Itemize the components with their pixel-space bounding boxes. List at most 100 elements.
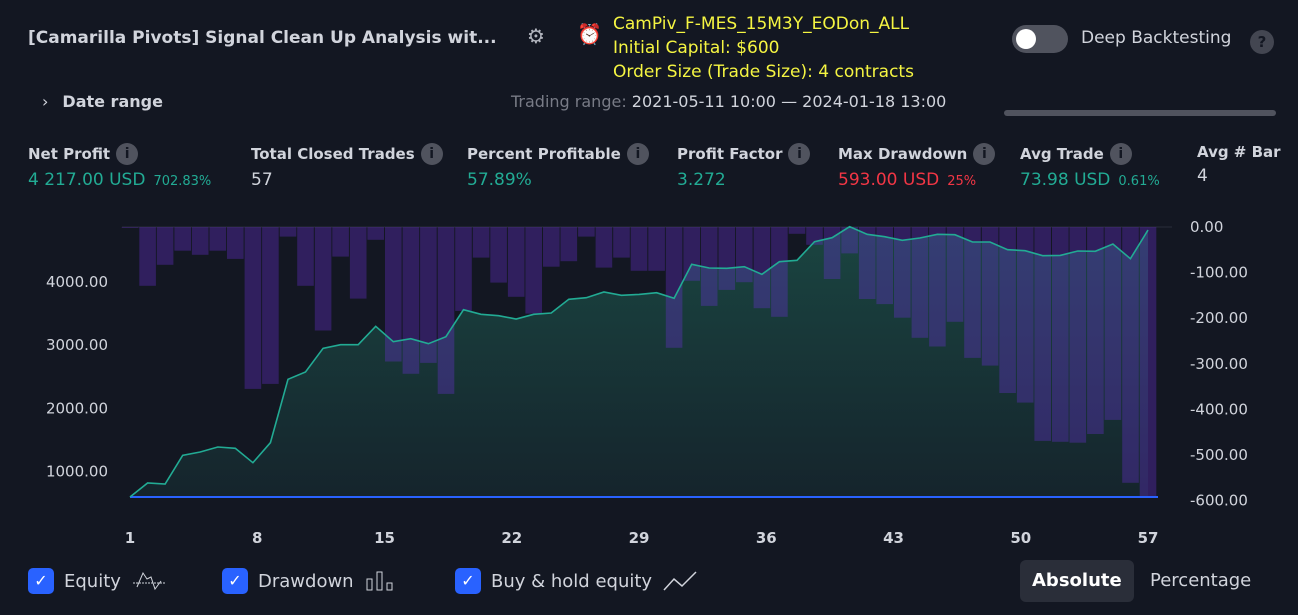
stat-percent-profitable: Percent Profitable i 57.89% xyxy=(467,143,649,190)
drawdown-bar xyxy=(683,227,700,281)
left-axis-label: 2000.00 xyxy=(46,399,108,417)
x-axis-label: 36 xyxy=(756,529,777,547)
right-axis-label: 0.00 xyxy=(1190,218,1223,236)
drawdown-bar xyxy=(630,227,648,271)
info-icon[interactable]: i xyxy=(420,143,443,165)
stat-percent: 0.61% xyxy=(1118,174,1160,189)
drawdown-bar xyxy=(385,227,402,362)
scrollbar[interactable] xyxy=(1004,110,1276,116)
stat-profit-factor: Profit Factor i 3.272 xyxy=(677,143,811,190)
x-axis-label: 57 xyxy=(1138,529,1159,547)
drawdown-bar xyxy=(1087,227,1104,434)
legend-label: Equity xyxy=(64,570,121,592)
stat-total-closed-trades: Total Closed Trades i 57 xyxy=(251,143,443,190)
equity-line-icon xyxy=(132,571,165,591)
right-axis-label: -300.00 xyxy=(1190,355,1248,373)
info-line: Initial Capital: $600 xyxy=(613,38,780,58)
info-icon[interactable]: i xyxy=(1109,143,1132,165)
x-axis-label: 15 xyxy=(374,529,395,547)
legend-label: Drawdown xyxy=(258,570,354,592)
x-axis-label: 1 xyxy=(125,529,135,547)
drawdown-bar xyxy=(964,227,981,358)
drawdown-bar xyxy=(227,227,244,259)
x-axis-label: 43 xyxy=(883,529,904,547)
info-icon[interactable]: i xyxy=(116,143,139,165)
equity-checkbox[interactable]: ✓ xyxy=(28,568,54,594)
x-axis-label: 8 xyxy=(252,529,262,547)
gear-icon[interactable]: ⚙ xyxy=(527,24,545,48)
drawdown-bar xyxy=(472,227,490,258)
percentage-button[interactable]: Percentage xyxy=(1150,570,1252,591)
drawdown-bar xyxy=(736,227,753,283)
info-line: CamPiv_F-MES_15M3Y_EODon_ALL xyxy=(613,14,910,34)
stat-label: Total Closed Trades xyxy=(251,145,415,163)
drawdown-bar xyxy=(332,227,349,257)
add-alert-icon[interactable]: ⏰ xyxy=(577,22,602,46)
legend-buy-hold[interactable]: ✓ Buy & hold equity xyxy=(455,568,698,594)
drawdown-bar xyxy=(981,227,999,366)
drawdown-bar xyxy=(244,227,262,389)
drawdown-bar xyxy=(139,227,156,286)
stat-avg-bar: Avg # Bar 4 xyxy=(1197,143,1281,186)
info-icon[interactable]: i xyxy=(626,143,649,165)
drawdown-bar xyxy=(1104,227,1122,420)
drawdown-checkbox[interactable]: ✓ xyxy=(222,568,248,594)
absolute-button[interactable]: Absolute xyxy=(1020,560,1134,602)
x-axis-label: 29 xyxy=(629,529,650,547)
drawdown-bar xyxy=(929,227,946,347)
drawdown-bar xyxy=(718,227,736,290)
drawdown-bar xyxy=(367,227,384,240)
info-icon[interactable]: i xyxy=(973,143,996,165)
drawdown-bar xyxy=(437,227,455,394)
right-axis-label: -600.00 xyxy=(1190,492,1248,510)
drawdown-bar xyxy=(314,227,332,331)
date-range-toggle[interactable]: › Date range xyxy=(42,92,163,111)
deep-backtesting-toggle[interactable] xyxy=(1012,25,1068,53)
drawdown-bar xyxy=(560,227,578,262)
line-chart-icon xyxy=(663,571,697,591)
drawdown-bar xyxy=(1016,227,1034,403)
stat-value: 73.98 USD xyxy=(1020,170,1111,190)
right-axis-label: -100.00 xyxy=(1190,264,1248,282)
stat-value: 57 xyxy=(251,170,273,190)
chevron-right-icon: › xyxy=(42,92,49,111)
drawdown-bar xyxy=(578,227,595,237)
drawdown-bar xyxy=(1139,227,1157,498)
info-icon[interactable]: i xyxy=(788,143,811,165)
stat-label: Avg # Bar xyxy=(1197,143,1281,161)
drawdown-bar xyxy=(174,227,191,251)
x-axis-label: 22 xyxy=(501,529,522,547)
stat-max-drawdown: Max Drawdown i 593.00 USD 25% xyxy=(838,143,996,190)
help-icon[interactable]: ? xyxy=(1250,30,1274,54)
drawdown-bar xyxy=(771,227,788,317)
stat-label: Percent Profitable xyxy=(467,145,621,163)
drawdown-bar xyxy=(788,227,806,234)
right-axis-label: -400.00 xyxy=(1190,400,1248,418)
drawdown-bar xyxy=(543,227,560,267)
drawdown-bar xyxy=(894,227,911,318)
drawdown-bar xyxy=(1069,227,1087,443)
trading-range: Trading range: 2021-05-11 10:00 — 2024-0… xyxy=(511,92,946,111)
drawdown-bar xyxy=(420,227,437,363)
buy-hold-checkbox[interactable]: ✓ xyxy=(455,568,481,594)
drawdown-bar xyxy=(262,227,279,384)
info-line: Order Size (Trade Size): 4 contracts xyxy=(613,62,914,82)
drawdown-bar xyxy=(595,227,613,268)
drawdown-bar xyxy=(455,227,472,311)
legend-drawdown[interactable]: ✓ Drawdown xyxy=(222,568,398,594)
drawdown-bar xyxy=(1034,227,1051,441)
stat-avg-trade: Avg Trade i 73.98 USD 0.61% xyxy=(1020,143,1160,190)
drawdown-bar xyxy=(1122,227,1139,483)
drawdown-bar xyxy=(648,227,665,271)
drawdown-bar xyxy=(297,227,314,286)
drawdown-bar xyxy=(402,227,420,374)
drawdown-bar xyxy=(156,227,174,265)
left-axis-label: 3000.00 xyxy=(46,336,108,354)
legend-equity[interactable]: ✓ Equity xyxy=(28,568,167,594)
date-range-label: Date range xyxy=(62,92,163,111)
drawdown-bar xyxy=(525,227,542,314)
equity-area xyxy=(130,226,1148,497)
drawdown-bar xyxy=(665,227,683,348)
right-axis-label: -500.00 xyxy=(1190,446,1248,464)
